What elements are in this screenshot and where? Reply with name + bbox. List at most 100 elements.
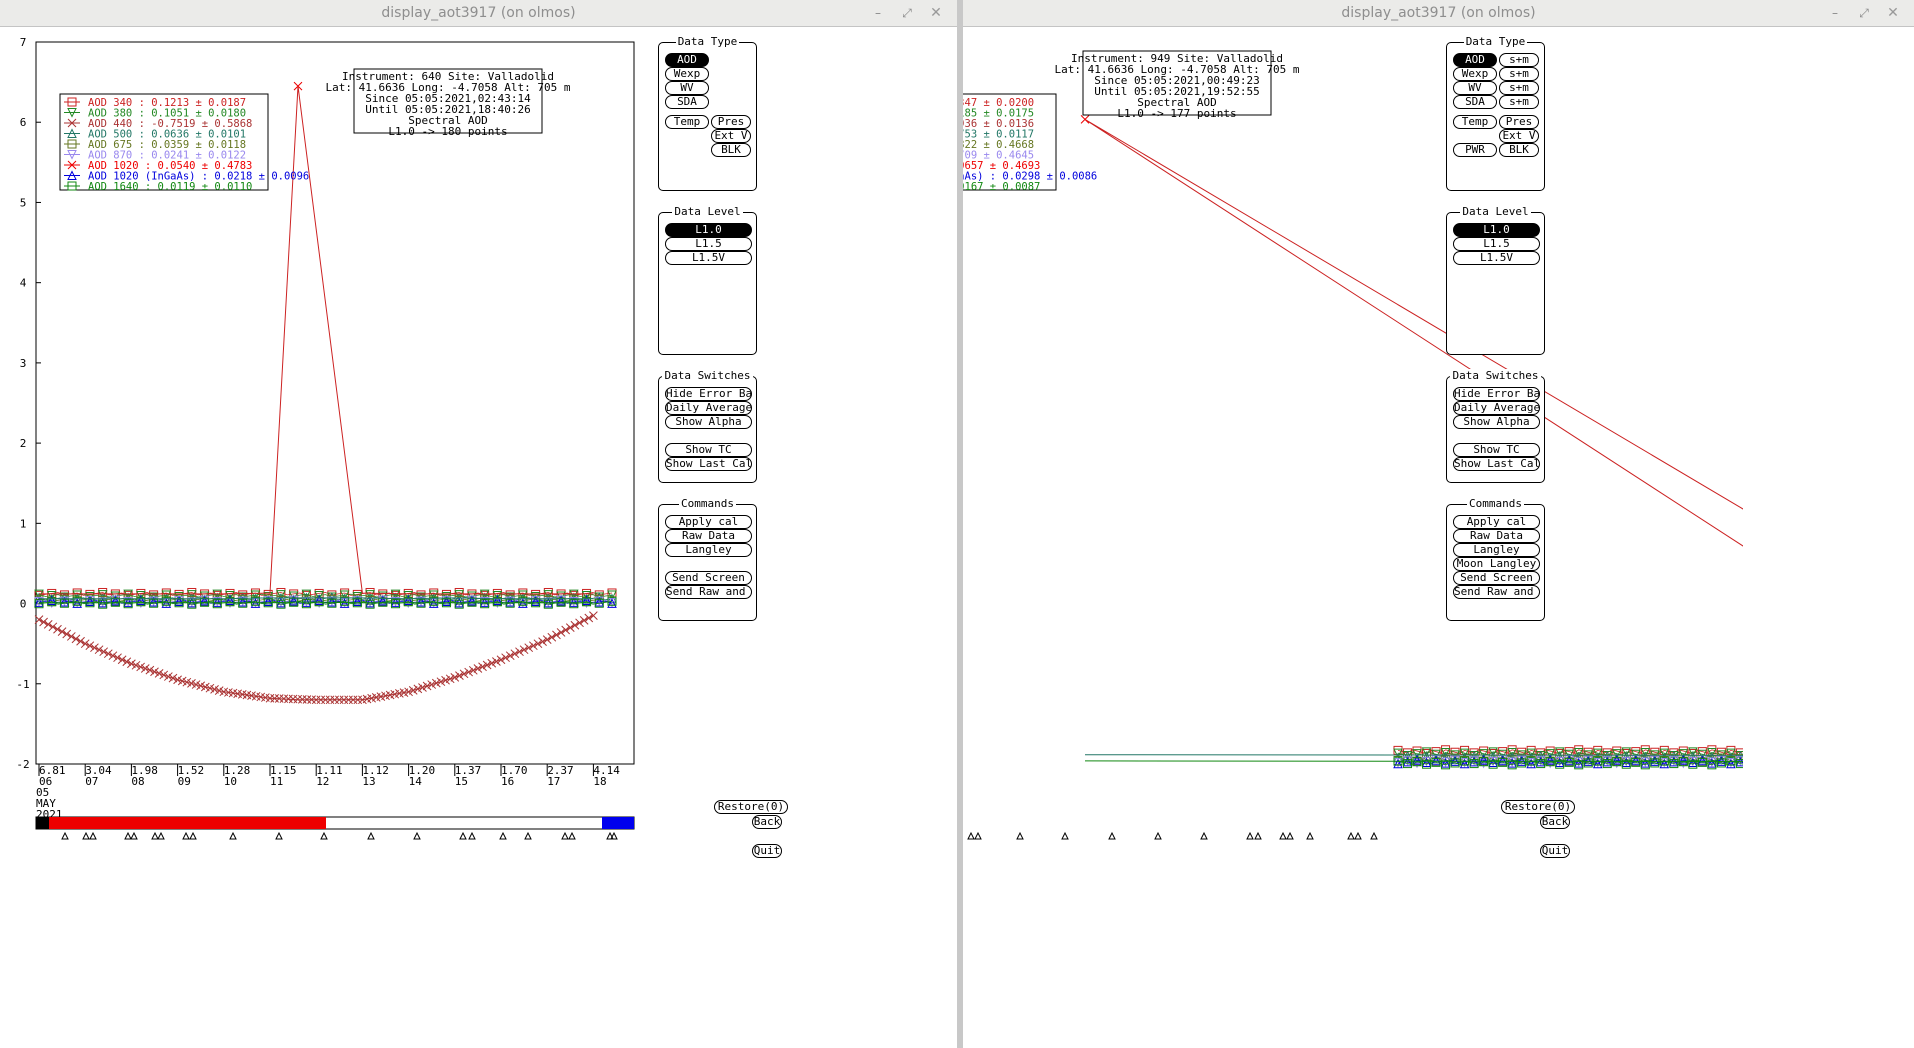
data-point xyxy=(584,613,594,623)
data-type-sda-button[interactable]: SDA xyxy=(665,95,709,109)
data-switches-panel: Data Switches Hide Error BarsDaily Averag… xyxy=(1446,369,1545,483)
show-tc-button[interactable]: Show TC xyxy=(1453,443,1540,457)
apply-cal-button[interactable]: Apply cal xyxy=(665,515,752,529)
temp-button[interactable]: Temp xyxy=(665,115,709,129)
data-type-sm-button[interactable]: s+m xyxy=(1499,81,1539,95)
daily-averages-button[interactable]: Daily Averages xyxy=(665,401,752,415)
data-type-aod-button[interactable]: AOD xyxy=(1453,53,1497,67)
quit-button[interactable]: Quit xyxy=(1540,844,1570,858)
data-type-wv-button[interactable]: WV xyxy=(1453,81,1497,95)
ext-v-button[interactable]: Ext V xyxy=(1499,129,1539,143)
legend-label: AOD 340 : 0.1213 ± 0.0187 xyxy=(88,97,246,109)
level-l1-5v-button[interactable]: L1.5V xyxy=(665,251,752,265)
data-point xyxy=(519,645,529,655)
data-type-wv-button[interactable]: WV xyxy=(665,81,709,95)
level-l1-5-button[interactable]: L1.5 xyxy=(1453,237,1540,251)
data-point xyxy=(301,599,311,609)
show-last-cal-button[interactable]: Show Last Cal xyxy=(665,457,752,471)
data-point xyxy=(339,695,349,705)
send-screen-button[interactable]: Send Screen xyxy=(665,571,752,585)
data-point xyxy=(1640,755,1650,765)
info-line: Since 05:05:2021,00:49:23 xyxy=(1094,74,1260,87)
langley-button[interactable]: Langley xyxy=(665,543,752,557)
data-type-aod-button[interactable]: AOD xyxy=(665,53,709,67)
level-l1-0-button[interactable]: L1.0 xyxy=(665,223,752,237)
info-line: Since 05:05:2021,02:43:14 xyxy=(365,92,531,105)
x-tick-hour: 17 xyxy=(547,775,560,788)
raw-data-button[interactable]: Raw Data xyxy=(665,529,752,543)
restore-button[interactable]: Restore(0) xyxy=(714,800,788,814)
title-bar[interactable]: display_aot3917 (on olmos) – ⤢ ✕ xyxy=(963,0,1914,27)
series-line xyxy=(1397,759,1743,764)
send-raw-and-aod-button[interactable]: Send Raw and AOD xyxy=(1453,585,1540,599)
data-point xyxy=(501,653,510,663)
maximize-button[interactable]: ⤢ xyxy=(1859,6,1869,20)
close-button[interactable]: ✕ xyxy=(1887,5,1899,21)
daily-averages-button[interactable]: Daily Averages xyxy=(1453,401,1540,415)
data-type-sm-button[interactable]: s+m xyxy=(1499,67,1539,81)
pres-button[interactable]: Pres xyxy=(711,115,751,129)
apply-cal-button[interactable]: Apply cal xyxy=(1453,515,1540,529)
show-alpha-button[interactable]: Show Alpha xyxy=(665,415,752,429)
data-point xyxy=(90,643,99,653)
panel-title-text: Data Switches xyxy=(662,369,753,382)
level-l1-5-button[interactable]: L1.5 xyxy=(665,237,752,251)
data-type-wexp-button[interactable]: Wexp xyxy=(665,67,709,81)
data-point xyxy=(250,596,260,606)
ext-v-button[interactable]: Ext V xyxy=(711,129,751,143)
data-point xyxy=(1707,747,1717,758)
level-l1-0-button[interactable]: L1.0 xyxy=(1453,223,1540,237)
data-point xyxy=(1650,758,1660,768)
series-line-aod-500 xyxy=(39,597,594,600)
hide-error-bars-button[interactable]: Hide Error Bars xyxy=(1453,387,1540,401)
data-point xyxy=(492,657,501,666)
show-tc-button[interactable]: Show TC xyxy=(665,443,752,457)
x-tick-hour: 15 xyxy=(455,775,468,788)
data-type-sm-button[interactable]: s+m xyxy=(1499,95,1539,109)
maximize-button[interactable]: ⤢ xyxy=(902,6,912,20)
legend-label: AOD 870 : 0.0241 ± 0.0122 xyxy=(88,150,246,162)
data-point xyxy=(34,615,44,624)
pres-button[interactable]: Pres xyxy=(1499,115,1539,129)
data-type-wexp-button[interactable]: Wexp xyxy=(1453,67,1497,81)
show-alpha-button[interactable]: Show Alpha xyxy=(1453,415,1540,429)
langley-button[interactable]: Langley xyxy=(1453,543,1540,557)
data-point xyxy=(482,660,492,670)
data-point xyxy=(428,590,439,601)
send-raw-and-aod-button[interactable]: Send Raw and AOD xyxy=(665,585,752,599)
data-point xyxy=(594,598,604,608)
x-tick-value: 1.37 xyxy=(455,764,482,777)
data-point xyxy=(1441,755,1451,765)
spike-point xyxy=(293,81,303,91)
send-screen-button[interactable]: Send Screen xyxy=(1453,571,1540,585)
minimize-button[interactable]: – xyxy=(875,6,881,20)
data-point xyxy=(377,595,388,606)
raw-data-button[interactable]: Raw Data xyxy=(1453,529,1540,543)
data-type-sm-button[interactable]: s+m xyxy=(1499,53,1539,67)
minimize-button[interactable]: – xyxy=(1832,6,1838,20)
moon-langley-button[interactable]: Moon Langley xyxy=(1453,557,1540,571)
right-window: display_aot3917 (on olmos) – ⤢ ✕ 7654321… xyxy=(963,0,1914,1048)
level-l1-5v-button[interactable]: L1.5V xyxy=(1453,251,1540,265)
data-point xyxy=(1592,748,1603,759)
data-point xyxy=(1669,754,1679,764)
close-button[interactable]: ✕ xyxy=(930,5,942,21)
hide-error-bars-button[interactable]: Hide Error Bars xyxy=(665,387,752,401)
title-bar[interactable]: display_aot3917 (on olmos) – ⤢ ✕ xyxy=(0,0,957,27)
pwr-button[interactable]: PWR xyxy=(1453,143,1497,157)
info-line: Spectral AOD xyxy=(1137,96,1216,109)
back-button[interactable]: Back xyxy=(1540,815,1570,829)
temp-button[interactable]: Temp xyxy=(1453,115,1497,129)
timeline-marker xyxy=(468,831,476,840)
quit-button[interactable]: Quit xyxy=(752,844,782,858)
show-last-cal-button[interactable]: Show Last Cal xyxy=(1453,457,1540,471)
blk-button[interactable]: BLK xyxy=(1499,143,1539,157)
data-point xyxy=(510,649,520,659)
data-type-sda-button[interactable]: SDA xyxy=(1453,95,1497,109)
data-point xyxy=(161,598,172,608)
x-tick-value: 6.81 xyxy=(39,764,66,777)
restore-button[interactable]: Restore(0) xyxy=(1501,800,1575,814)
data-point xyxy=(492,595,503,606)
blk-button[interactable]: BLK xyxy=(711,143,751,157)
back-button[interactable]: Back xyxy=(752,815,782,829)
